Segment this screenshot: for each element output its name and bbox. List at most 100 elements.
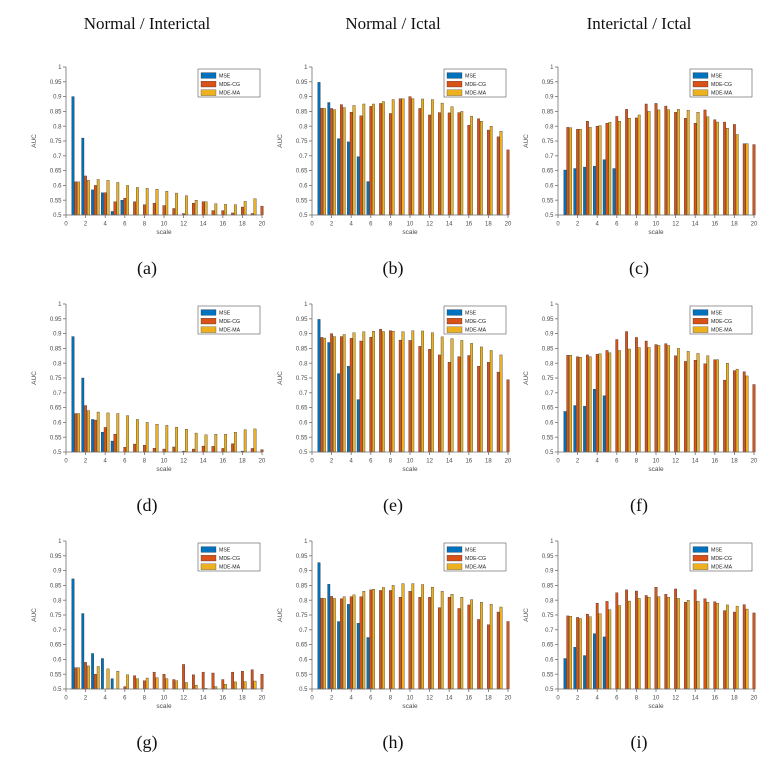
svg-text:0.6: 0.6: [299, 658, 308, 664]
chart-cell-i: 0.5 0.55 0.6 0.65 0.7 0.75 0.8 0.85 0.9 0.95 1 0 2 4 6…: [516, 522, 762, 759]
svg-text:2: 2: [84, 222, 88, 228]
svg-text:1: 1: [550, 539, 554, 545]
svg-text:10: 10: [161, 222, 168, 228]
svg-text:MDE-MA: MDE-MA: [219, 328, 241, 334]
svg-text:MSE: MSE: [711, 74, 723, 80]
svg-text:14: 14: [692, 696, 699, 702]
svg-text:0.65: 0.65: [296, 406, 308, 412]
svg-text:0: 0: [64, 696, 68, 702]
svg-text:MDE-MA: MDE-MA: [711, 91, 733, 97]
svg-text:0.5: 0.5: [53, 687, 62, 693]
svg-text:scale: scale: [648, 466, 664, 473]
svg-text:MDE-CG: MDE-CG: [219, 82, 240, 88]
svg-text:1: 1: [304, 65, 308, 71]
svg-text:4: 4: [104, 222, 108, 228]
svg-text:0.8: 0.8: [53, 598, 62, 604]
svg-text:0.6: 0.6: [545, 658, 554, 664]
svg-text:4: 4: [104, 459, 108, 465]
svg-text:6: 6: [369, 696, 373, 702]
svg-text:8: 8: [143, 222, 147, 228]
svg-text:MSE: MSE: [465, 74, 477, 80]
svg-text:0.95: 0.95: [296, 80, 308, 86]
svg-text:2: 2: [576, 696, 580, 702]
svg-text:0.6: 0.6: [53, 421, 62, 427]
svg-text:MDE-MA: MDE-MA: [219, 91, 241, 97]
svg-text:MDE-CG: MDE-CG: [465, 82, 486, 88]
chart-cell-f: 0.5 0.55 0.6 0.65 0.7 0.75 0.8 0.85 0.9 0.95 1 0 2 4 6…: [516, 285, 762, 522]
svg-text:0.55: 0.55: [50, 672, 62, 678]
svg-text:0: 0: [64, 459, 68, 465]
svg-text:0.5: 0.5: [299, 450, 308, 456]
svg-text:0: 0: [310, 696, 314, 702]
svg-text:MDE-MA: MDE-MA: [465, 565, 487, 571]
svg-text:0.95: 0.95: [296, 317, 308, 323]
svg-text:0: 0: [556, 222, 560, 228]
svg-text:AUC: AUC: [31, 608, 38, 622]
svg-text:0.6: 0.6: [53, 184, 62, 190]
svg-text:0.8: 0.8: [545, 361, 554, 367]
svg-text:6: 6: [615, 459, 619, 465]
svg-text:18: 18: [239, 459, 246, 465]
svg-text:10: 10: [653, 222, 660, 228]
svg-text:2: 2: [330, 696, 334, 702]
svg-text:MSE: MSE: [465, 548, 477, 554]
svg-text:0.75: 0.75: [296, 376, 308, 382]
svg-text:0.9: 0.9: [53, 569, 62, 575]
column-title-normal-ictal: Normal / Ictal: [345, 14, 441, 33]
svg-text:0.95: 0.95: [296, 554, 308, 560]
svg-text:14: 14: [446, 222, 453, 228]
svg-text:6: 6: [369, 222, 373, 228]
svg-text:1: 1: [304, 539, 308, 545]
svg-text:0.9: 0.9: [53, 332, 62, 338]
svg-text:1: 1: [58, 302, 62, 308]
svg-text:0.85: 0.85: [50, 110, 62, 116]
svg-text:0.65: 0.65: [50, 406, 62, 412]
chart-g-caption: (g): [136, 732, 158, 752]
svg-text:0.75: 0.75: [542, 139, 554, 145]
svg-text:18: 18: [485, 222, 492, 228]
svg-text:0.9: 0.9: [545, 332, 554, 338]
svg-text:0.5: 0.5: [545, 687, 554, 693]
chart-i-caption: (i): [630, 732, 648, 752]
svg-text:0.75: 0.75: [296, 139, 308, 145]
svg-text:0.55: 0.55: [296, 672, 308, 678]
svg-text:4: 4: [350, 459, 354, 465]
svg-text:8: 8: [389, 222, 393, 228]
svg-text:8: 8: [143, 696, 147, 702]
svg-text:0.7: 0.7: [53, 628, 62, 634]
svg-text:0.95: 0.95: [542, 317, 554, 323]
svg-text:4: 4: [350, 696, 354, 702]
svg-text:0.9: 0.9: [299, 332, 308, 338]
svg-text:12: 12: [180, 222, 187, 228]
svg-text:0.6: 0.6: [545, 184, 554, 190]
svg-text:16: 16: [465, 459, 472, 465]
svg-text:6: 6: [615, 696, 619, 702]
svg-text:8: 8: [389, 696, 393, 702]
svg-text:0.8: 0.8: [545, 124, 554, 130]
svg-text:0.8: 0.8: [545, 598, 554, 604]
svg-text:0.65: 0.65: [296, 643, 308, 649]
chart-cell-g: 0.5 0.55 0.6 0.65 0.7 0.75 0.8 0.85 0.9 0.95 1 0 2 4 6…: [24, 522, 270, 759]
svg-text:MSE: MSE: [219, 311, 231, 317]
svg-text:1: 1: [550, 65, 554, 71]
svg-text:0.8: 0.8: [299, 598, 308, 604]
svg-text:0.6: 0.6: [299, 184, 308, 190]
svg-text:0.85: 0.85: [296, 584, 308, 590]
svg-text:20: 20: [259, 696, 266, 702]
svg-text:0.8: 0.8: [299, 124, 308, 130]
svg-text:8: 8: [635, 459, 639, 465]
svg-text:0.5: 0.5: [53, 213, 62, 219]
svg-text:2: 2: [330, 222, 334, 228]
svg-text:14: 14: [446, 459, 453, 465]
svg-text:0: 0: [310, 222, 314, 228]
chart-cell-d: 0.5 0.55 0.6 0.65 0.7 0.75 0.8 0.85 0.9 0.95 1 0 2 4 6…: [24, 285, 270, 522]
svg-text:scale: scale: [402, 703, 418, 710]
svg-text:0: 0: [64, 222, 68, 228]
svg-text:8: 8: [635, 696, 639, 702]
svg-text:12: 12: [180, 459, 187, 465]
svg-text:scale: scale: [156, 229, 172, 236]
svg-text:0.9: 0.9: [299, 569, 308, 575]
